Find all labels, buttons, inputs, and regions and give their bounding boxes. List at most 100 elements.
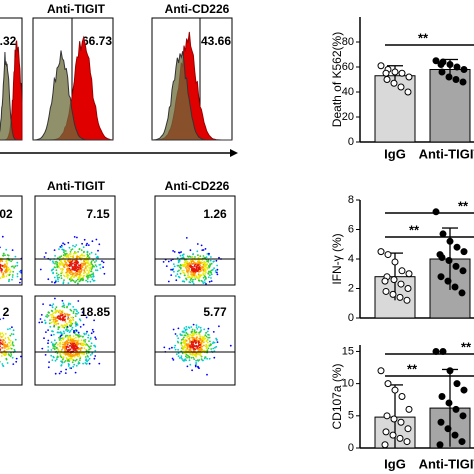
event-dot: [0, 335, 1, 338]
event-dot: [68, 341, 71, 344]
event-dot: [216, 341, 219, 343]
event-dot: [2, 341, 4, 343]
event-dot: [60, 271, 63, 274]
event-dot: [2, 254, 5, 257]
event-dot: [76, 278, 79, 281]
event-dot: [184, 334, 187, 337]
event-dot: [71, 273, 74, 276]
event-dot: [62, 281, 65, 283]
event-dot: [6, 259, 9, 261]
event-dot: [198, 348, 201, 351]
data-point: [446, 61, 454, 68]
event-dot: [2, 317, 5, 320]
event-dot: [54, 261, 57, 263]
event-dot: [189, 363, 192, 366]
event-dot: [60, 274, 62, 277]
event-dot: [85, 332, 88, 335]
event-dot: [194, 365, 197, 368]
data-point: [445, 73, 453, 81]
event-dot: [55, 269, 58, 272]
event-dot: [84, 264, 86, 266]
event-dot: [191, 271, 193, 274]
event-dot: [0, 348, 2, 351]
event-dot: [91, 328, 94, 331]
event-dot: [68, 271, 71, 274]
event-dot: [199, 335, 202, 338]
event-dot: [76, 324, 79, 326]
data-point: [451, 431, 459, 439]
event-dot: [213, 267, 216, 270]
event-dot: [206, 349, 209, 351]
event-dot: [88, 269, 91, 272]
event-dot: [187, 272, 190, 275]
event-dot: [66, 352, 68, 355]
event-dot: [192, 278, 194, 281]
event-dot: [16, 273, 19, 275]
event-dot: [55, 358, 58, 361]
event-dot: [88, 274, 91, 277]
event-dot: [78, 335, 81, 338]
event-dot: [77, 251, 79, 253]
event-dot: [50, 314, 52, 316]
event-dot: [189, 336, 192, 339]
event-dot: [4, 266, 6, 268]
event-dot: [0, 333, 2, 336]
event-dot: [49, 304, 51, 306]
event-dot: [49, 319, 51, 321]
event-dot: [185, 339, 188, 342]
data-point: [377, 62, 385, 70]
event-dot: [90, 276, 93, 278]
event-dot: [193, 345, 195, 348]
event-dot: [78, 354, 81, 357]
event-dot: [4, 341, 7, 344]
event-dot: [51, 318, 53, 321]
event-dot: [60, 277, 63, 280]
event-dot: [58, 326, 60, 329]
event-dot: [188, 359, 191, 362]
event-dot: [60, 324, 63, 327]
event-dot: [203, 357, 206, 360]
event-dot: [173, 346, 176, 349]
event-dot: [95, 256, 98, 259]
event-dot: [73, 265, 75, 268]
event-dot: [194, 270, 197, 273]
event-dot: [192, 323, 195, 326]
event-dot: [2, 365, 5, 367]
event-dot: [195, 352, 198, 355]
event-dot: [87, 276, 90, 279]
event-dot: [74, 359, 77, 362]
event-dot: [59, 268, 62, 270]
event-dot: [181, 280, 184, 283]
event-dot: [70, 324, 73, 327]
event-dot: [79, 349, 82, 352]
event-dot: [43, 256, 46, 258]
event-dot: [4, 333, 7, 335]
event-dot: [7, 259, 10, 261]
event-dot: [90, 251, 93, 254]
event-dot: [74, 271, 77, 274]
data-point: [405, 270, 413, 278]
event-dot: [71, 358, 74, 361]
event-dot: [179, 266, 182, 269]
event-dot: [3, 353, 5, 356]
event-dot: [51, 330, 53, 332]
event-dot: [174, 333, 177, 335]
event-dot: [176, 273, 179, 275]
event-dot: [198, 359, 201, 361]
event-dot: [88, 267, 90, 269]
event-dot: [20, 355, 22, 358]
event-dot: [191, 346, 194, 349]
event-dot: [64, 353, 67, 356]
event-dot: [77, 331, 80, 334]
event-dot: [185, 328, 188, 331]
y-tick-label: 40: [342, 86, 354, 98]
event-dot: [58, 372, 61, 375]
event-dot: [190, 276, 193, 279]
event-dot: [54, 359, 57, 362]
event-dot: [67, 318, 69, 320]
event-dot: [59, 345, 62, 348]
event-dot: [47, 349, 50, 352]
event-dot: [178, 269, 180, 272]
y-tick-label: 0: [348, 136, 354, 148]
event-dot: [77, 268, 80, 271]
